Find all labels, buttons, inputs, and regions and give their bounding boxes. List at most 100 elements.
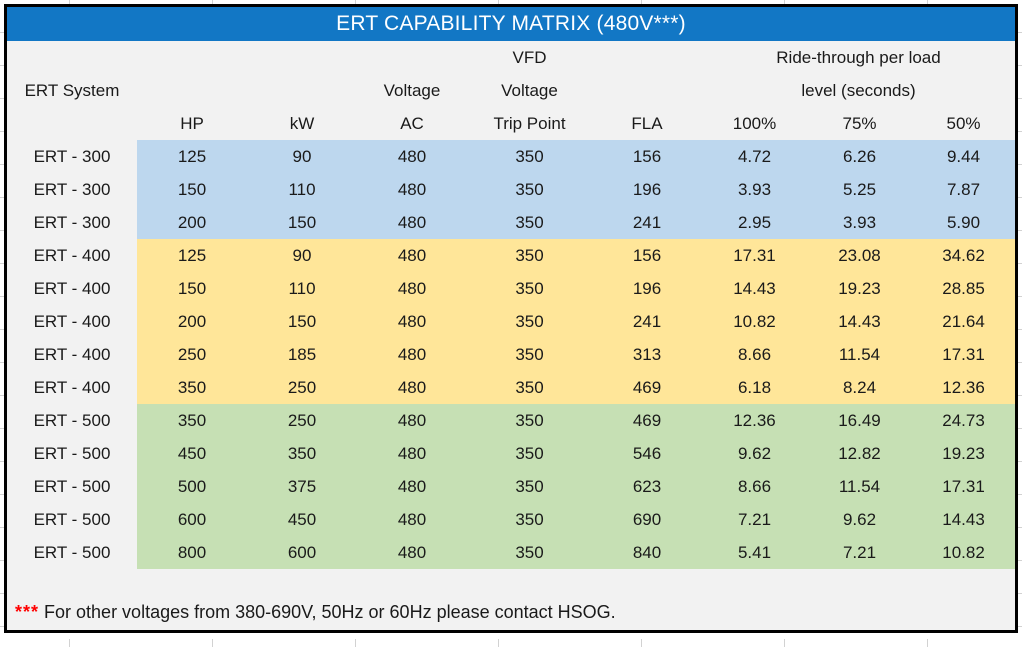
cell-value: 450 — [137, 437, 247, 470]
header-col-50: 50% — [912, 107, 1016, 140]
cell-value: 5.41 — [702, 536, 807, 569]
cell-value: 23.08 — [807, 239, 912, 272]
cell-value: 14.43 — [807, 305, 912, 338]
header-spacer — [137, 41, 247, 74]
header-spacer — [592, 41, 702, 74]
cell-value: 34.62 — [912, 239, 1016, 272]
table-row: ERT - 500 800 600 480 350 840 5.41 7.21 10.82 — [7, 536, 1016, 569]
cell-value: 5.90 — [912, 206, 1016, 239]
header-col-trip-point: Trip Point — [467, 107, 592, 140]
header-vfd-label: VFD — [467, 41, 592, 74]
cell-value: 2.95 — [702, 206, 807, 239]
cell-value: 480 — [357, 503, 467, 536]
cell-value: 450 — [247, 503, 357, 536]
cell-ert-system: ERT - 500 — [7, 437, 137, 470]
cell-value: 250 — [247, 404, 357, 437]
capability-table: VFD Ride-through per load ERT System Vol… — [7, 41, 1016, 569]
table-row: ERT - 500 600 450 480 350 690 7.21 9.62 14.43 — [7, 503, 1016, 536]
header-voltage-label: Voltage — [357, 74, 467, 107]
cell-value: 125 — [137, 239, 247, 272]
header-col-fla: FLA — [592, 107, 702, 140]
header-row-1: VFD Ride-through per load — [7, 41, 1016, 74]
cell-ert-system: ERT - 300 — [7, 206, 137, 239]
cell-value: 546 — [592, 437, 702, 470]
header-col-kw: kW — [247, 107, 357, 140]
cell-value: 350 — [467, 371, 592, 404]
cell-value: 14.43 — [912, 503, 1016, 536]
cell-value: 600 — [247, 536, 357, 569]
header-ride-through-line2: level (seconds) — [702, 74, 1016, 107]
empty-row — [7, 569, 1015, 597]
cell-value: 6.26 — [807, 140, 912, 173]
cell-value: 9.62 — [702, 437, 807, 470]
table-row: ERT - 400 200 150 480 350 241 10.82 14.43 21.64 — [7, 305, 1016, 338]
cell-value: 4.72 — [702, 140, 807, 173]
header-vfd-voltage-label: Voltage — [467, 74, 592, 107]
cell-value: 10.82 — [702, 305, 807, 338]
cell-value: 11.54 — [807, 338, 912, 371]
cell-value: 150 — [137, 173, 247, 206]
header-col-hp: HP — [137, 107, 247, 140]
cell-value: 480 — [357, 338, 467, 371]
cell-value: 313 — [592, 338, 702, 371]
cell-value: 12.36 — [912, 371, 1016, 404]
cell-value: 110 — [247, 272, 357, 305]
cell-ert-system: ERT - 400 — [7, 239, 137, 272]
cell-value: 14.43 — [702, 272, 807, 305]
header-spacer — [357, 41, 467, 74]
sheet-gridlines-right — [1018, 0, 1022, 647]
cell-value: 350 — [467, 305, 592, 338]
cell-value: 800 — [137, 536, 247, 569]
cell-value: 196 — [592, 173, 702, 206]
cell-value: 28.85 — [912, 272, 1016, 305]
cell-ert-system: ERT - 500 — [7, 404, 137, 437]
cell-ert-system: ERT - 500 — [7, 503, 137, 536]
cell-value: 241 — [592, 305, 702, 338]
cell-value: 480 — [357, 536, 467, 569]
cell-value: 196 — [592, 272, 702, 305]
cell-value: 375 — [247, 470, 357, 503]
header-row-3: HP kW AC Trip Point FLA 100% 75% 50% — [7, 107, 1016, 140]
sheet-gridlines-bottom — [0, 639, 1022, 647]
cell-value: 200 — [137, 305, 247, 338]
cell-value: 350 — [467, 404, 592, 437]
cell-value: 90 — [247, 140, 357, 173]
cell-value: 21.64 — [912, 305, 1016, 338]
cell-value: 150 — [247, 206, 357, 239]
cell-value: 5.25 — [807, 173, 912, 206]
cell-value: 19.23 — [807, 272, 912, 305]
table-row: ERT - 400 350 250 480 350 469 6.18 8.24 12.36 — [7, 371, 1016, 404]
cell-value: 10.82 — [912, 536, 1016, 569]
cell-value: 350 — [467, 470, 592, 503]
cell-ert-system: ERT - 400 — [7, 272, 137, 305]
cell-value: 90 — [247, 239, 357, 272]
cell-value: 480 — [357, 305, 467, 338]
cell-value: 480 — [357, 173, 467, 206]
footnote-asterisks: *** — [15, 602, 40, 622]
cell-value: 623 — [592, 470, 702, 503]
cell-value: 480 — [357, 239, 467, 272]
cell-value: 350 — [137, 371, 247, 404]
cell-value: 480 — [357, 404, 467, 437]
cell-value: 8.66 — [702, 338, 807, 371]
cell-value: 125 — [137, 140, 247, 173]
cell-value: 480 — [357, 272, 467, 305]
table-title: ERT CAPABILITY MATRIX (480V***) — [7, 7, 1015, 41]
cell-value: 3.93 — [702, 173, 807, 206]
cell-value: 241 — [592, 206, 702, 239]
cell-value: 690 — [592, 503, 702, 536]
cell-value: 840 — [592, 536, 702, 569]
cell-ert-system: ERT - 300 — [7, 173, 137, 206]
cell-value: 350 — [467, 503, 592, 536]
cell-value: 600 — [137, 503, 247, 536]
cell-value: 7.21 — [807, 536, 912, 569]
header-ride-through-line1: Ride-through per load — [702, 41, 1016, 74]
cell-value: 350 — [467, 239, 592, 272]
header-col-100: 100% — [702, 107, 807, 140]
cell-ert-system: ERT - 400 — [7, 305, 137, 338]
footnote-text: For other voltages from 380-690V, 50Hz o… — [44, 602, 616, 622]
cell-value: 469 — [592, 404, 702, 437]
table-row: ERT - 500 500 375 480 350 623 8.66 11.54 17.31 — [7, 470, 1016, 503]
cell-ert-system: ERT - 500 — [7, 536, 137, 569]
